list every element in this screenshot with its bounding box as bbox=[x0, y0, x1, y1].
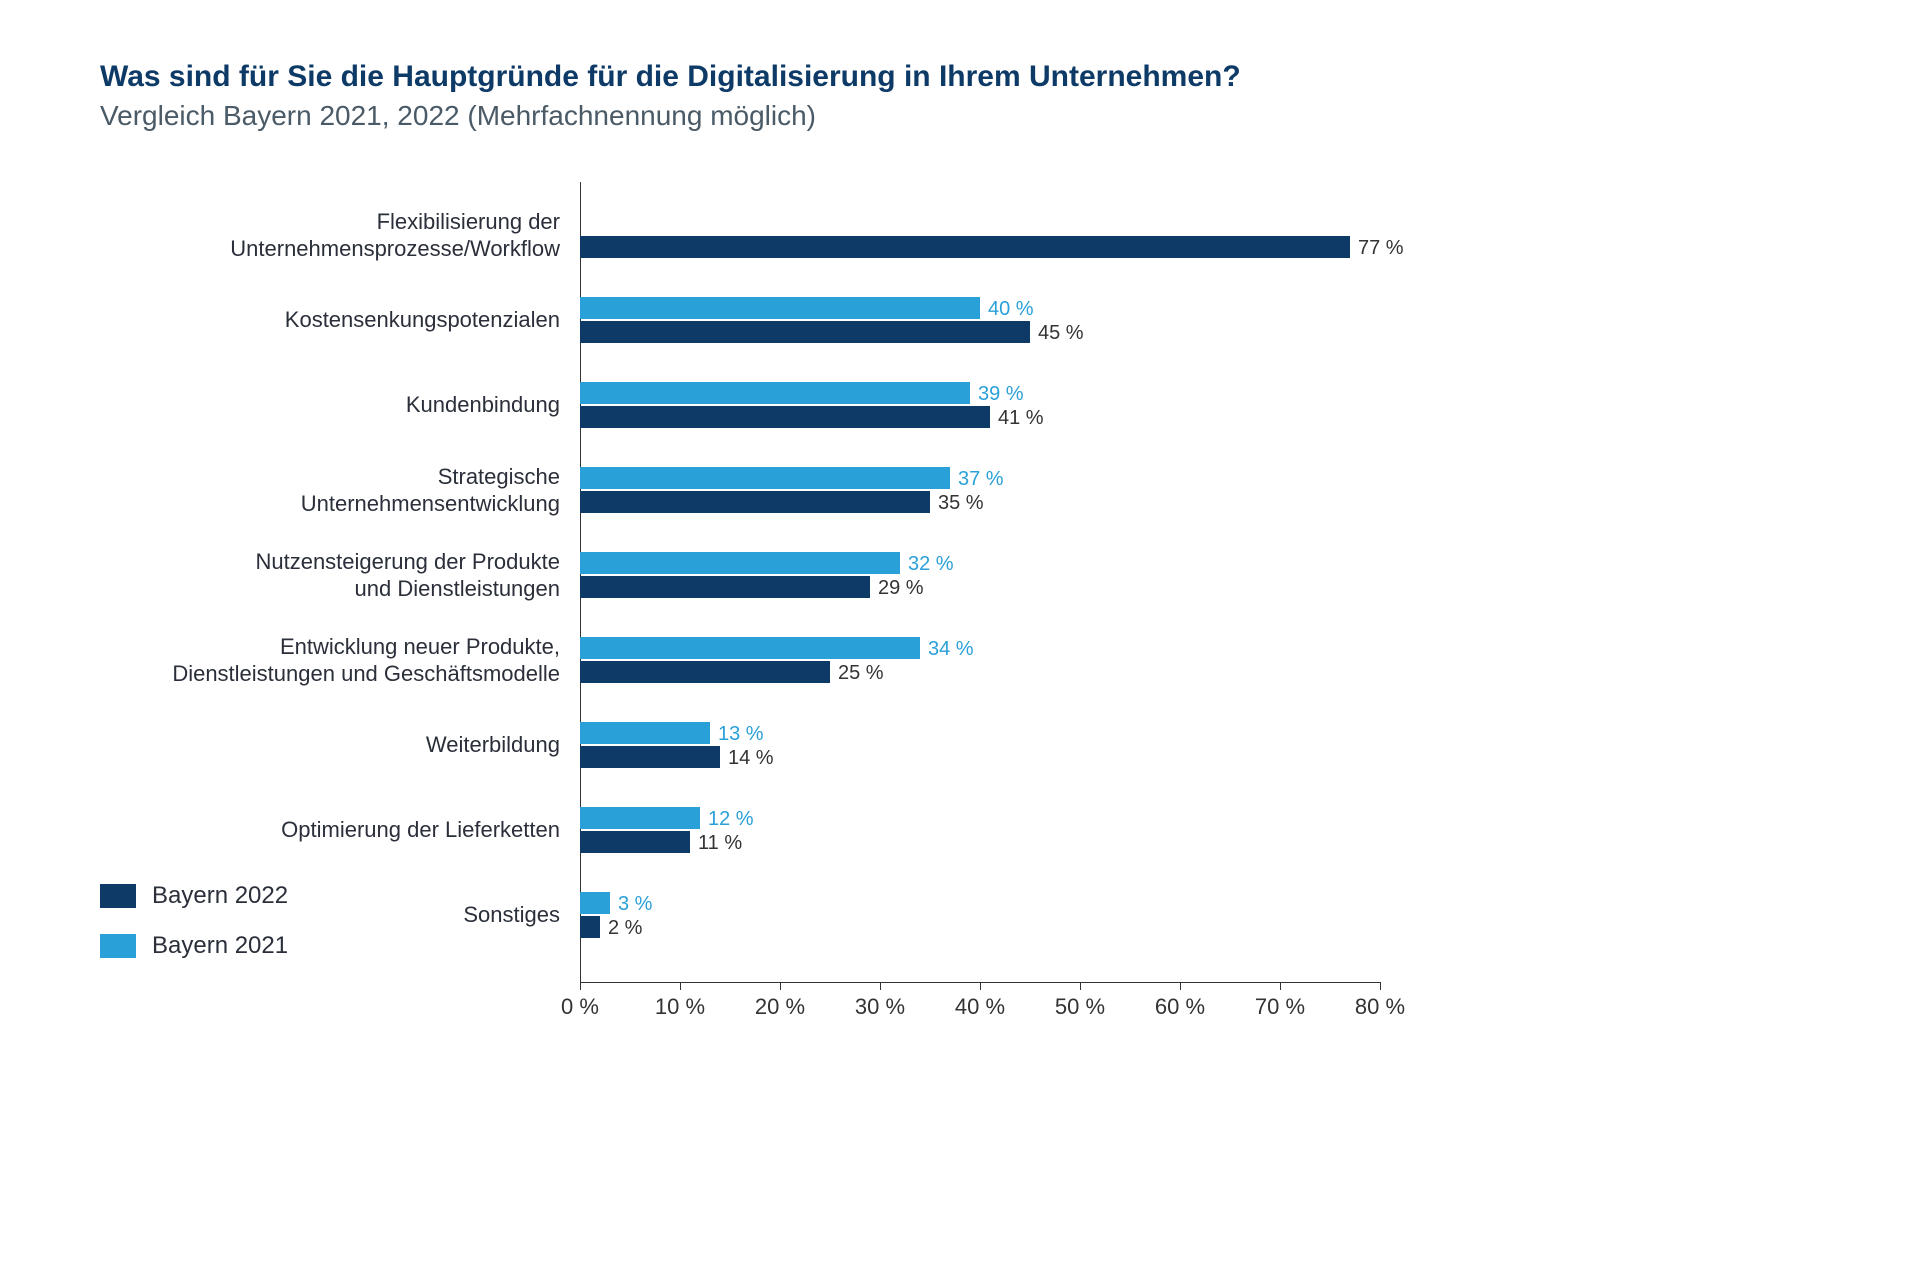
bar-s2022 bbox=[580, 491, 930, 513]
bar-value-label: 41 % bbox=[998, 407, 1044, 429]
x-tick-label: 80 % bbox=[1355, 994, 1405, 1020]
x-tick bbox=[980, 982, 981, 990]
bar-s2021 bbox=[580, 467, 950, 489]
x-tick-label: 60 % bbox=[1155, 994, 1205, 1020]
x-tick-label: 50 % bbox=[1055, 994, 1105, 1020]
category-label: Optimierung der Lieferketten bbox=[100, 816, 560, 844]
chart-title: Was sind für Sie die Hauptgründe für die… bbox=[100, 60, 1500, 94]
bar-s2022 bbox=[580, 661, 830, 683]
bar-value-label: 14 % bbox=[728, 747, 774, 769]
bar-s2022 bbox=[580, 916, 600, 938]
bar-value-label: 77 % bbox=[1358, 237, 1404, 259]
x-tick bbox=[1380, 982, 1381, 990]
category-label: Kundenbindung bbox=[100, 391, 560, 419]
x-tick bbox=[580, 982, 581, 990]
x-tick bbox=[880, 982, 881, 990]
bar-value-label: 40 % bbox=[988, 298, 1034, 320]
bar-s2022 bbox=[580, 406, 990, 428]
bar-value-label: 25 % bbox=[838, 662, 884, 684]
legend-swatch-2021 bbox=[100, 934, 136, 958]
bar-value-label: 39 % bbox=[978, 383, 1024, 405]
bar-value-label: 13 % bbox=[718, 723, 764, 745]
x-tick-label: 0 % bbox=[561, 994, 599, 1020]
x-tick-label: 10 % bbox=[655, 994, 705, 1020]
bar-value-label: 29 % bbox=[878, 577, 924, 599]
legend-item-2021: Bayern 2021 bbox=[100, 932, 288, 960]
chart-plot: 0 %10 %20 %30 %40 %50 %60 %70 %80 %Flexi… bbox=[580, 182, 1380, 982]
x-tick-label: 20 % bbox=[755, 994, 805, 1020]
bar-s2021 bbox=[580, 807, 700, 829]
category-label: Sonstiges bbox=[100, 901, 560, 929]
bar-s2021 bbox=[580, 297, 980, 319]
bar-s2022 bbox=[580, 746, 720, 768]
chart-legend: Bayern 2022 Bayern 2021 bbox=[100, 882, 288, 982]
bar-value-label: 35 % bbox=[938, 492, 984, 514]
bar-s2022 bbox=[580, 236, 1350, 258]
bar-s2021 bbox=[580, 382, 970, 404]
bar-value-label: 12 % bbox=[708, 808, 754, 830]
legend-label-2021: Bayern 2021 bbox=[152, 932, 288, 960]
bar-value-label: 2 % bbox=[608, 917, 642, 939]
x-tick-label: 70 % bbox=[1255, 994, 1305, 1020]
bar-value-label: 37 % bbox=[958, 468, 1004, 490]
bar-value-label: 32 % bbox=[908, 553, 954, 575]
x-tick bbox=[680, 982, 681, 990]
bar-s2021 bbox=[580, 552, 900, 574]
category-label: Flexibilisierung der Unternehmensprozess… bbox=[100, 208, 560, 263]
chart-area: Bayern 2022 Bayern 2021 0 %10 %20 %30 %4… bbox=[100, 182, 1500, 1052]
category-label: Nutzensteigerung der Produkte und Dienst… bbox=[100, 548, 560, 603]
chart-subtitle: Vergleich Bayern 2021, 2022 (Mehrfachnen… bbox=[100, 100, 1500, 132]
x-tick bbox=[780, 982, 781, 990]
category-label: Entwicklung neuer Produkte, Dienstleistu… bbox=[100, 633, 560, 688]
bar-value-label: 3 % bbox=[618, 893, 652, 915]
bar-s2022 bbox=[580, 831, 690, 853]
x-tick-label: 40 % bbox=[955, 994, 1005, 1020]
x-tick bbox=[1280, 982, 1281, 990]
bar-value-label: 11 % bbox=[698, 832, 742, 854]
bar-s2022 bbox=[580, 321, 1030, 343]
bar-s2021 bbox=[580, 637, 920, 659]
bar-s2022 bbox=[580, 576, 870, 598]
bar-value-label: 45 % bbox=[1038, 322, 1084, 344]
bar-s2021 bbox=[580, 722, 710, 744]
x-tick bbox=[1180, 982, 1181, 990]
category-label: Strategische Unternehmensentwicklung bbox=[100, 463, 560, 518]
x-tick-label: 30 % bbox=[855, 994, 905, 1020]
category-label: Kostensenkungspotenzialen bbox=[100, 306, 560, 334]
x-tick bbox=[1080, 982, 1081, 990]
category-label: Weiterbildung bbox=[100, 731, 560, 759]
bar-s2021 bbox=[580, 892, 610, 914]
bar-value-label: 34 % bbox=[928, 638, 974, 660]
